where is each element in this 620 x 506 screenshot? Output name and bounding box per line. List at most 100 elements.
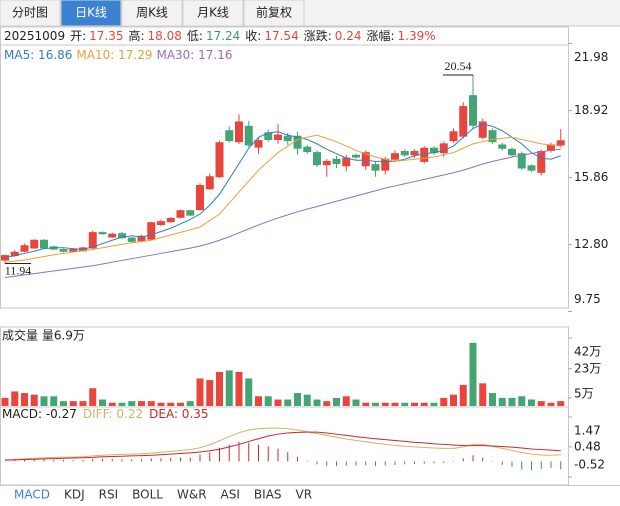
indicator-tab[interactable]: ASI: [221, 488, 240, 502]
volume-bar: [118, 402, 126, 406]
volume-bar: [479, 383, 487, 406]
volume-bar: [255, 396, 262, 406]
candle-body: [30, 239, 39, 249]
candle-body: [225, 130, 234, 142]
y-tick-label: 23万: [574, 361, 601, 375]
volume-bar: [342, 396, 350, 406]
volume-bar: [157, 402, 165, 406]
volume-bar: [420, 402, 428, 406]
indicator-tab[interactable]: BOLL: [132, 488, 163, 502]
candle-body: [322, 160, 331, 166]
field-value: 18.08: [148, 29, 182, 43]
volume-bar: [459, 384, 467, 406]
tab-label[interactable]: 前复权: [256, 5, 292, 20]
candle-body: [371, 164, 380, 171]
volume-bar: [128, 401, 136, 406]
volume-bar: [440, 397, 448, 406]
tab-label[interactable]: 分时图: [12, 6, 48, 20]
volume-bar: [557, 401, 565, 406]
tab-label[interactable]: 月K线: [197, 6, 229, 20]
volume-bar: [264, 396, 272, 406]
volume-bar: [372, 402, 379, 406]
candle-body: [137, 235, 146, 242]
annotation-label: 20.54: [445, 59, 472, 73]
y-tick-label: -0.52: [574, 458, 605, 472]
y-tick-label: 12.80: [574, 237, 608, 251]
candle-body: [196, 184, 204, 211]
volume-bar: [1, 397, 9, 406]
volume-title: 成交量 量6.9万: [2, 328, 85, 343]
candle-body: [517, 153, 526, 169]
tab[interactable]: [60, 0, 122, 27]
volume-bar: [245, 378, 253, 406]
y-tick-label: 0.48: [574, 439, 601, 453]
candle-body: [527, 165, 536, 171]
candle-body: [332, 158, 341, 165]
indicator-tab[interactable]: KDJ: [64, 488, 85, 502]
candle-body: [186, 210, 195, 216]
volume-bar: [430, 402, 438, 406]
candle-body: [410, 151, 419, 156]
field-label: 收:: [245, 29, 261, 43]
candle-body: [176, 210, 185, 218]
annotation-label: 11.94: [5, 263, 32, 277]
y-tick-label: 21.98: [574, 50, 608, 64]
candle-body: [342, 157, 351, 167]
candle-body: [98, 232, 107, 235]
volume-bar: [89, 388, 97, 406]
date: 20251009: [4, 29, 65, 43]
tab[interactable]: [121, 0, 183, 27]
tab-label[interactable]: 日K线: [75, 6, 107, 20]
candle-body: [166, 217, 175, 223]
indicator-tab[interactable]: BIAS: [254, 488, 282, 502]
volume-bar: [303, 394, 311, 406]
ma-line: [4, 134, 561, 263]
volume-bar: [40, 396, 48, 406]
volume-bar: [235, 372, 243, 406]
volume-bar: [284, 399, 292, 406]
indicator-tab[interactable]: RSI: [99, 488, 119, 502]
indicator-tab[interactable]: VR: [296, 488, 313, 502]
ma-legend-entry: MA10: 17.29: [76, 48, 152, 62]
tab[interactable]: [0, 0, 61, 27]
candle-body: [69, 248, 78, 252]
candle-body: [215, 142, 224, 178]
candle-body: [352, 154, 360, 158]
candle-body: [381, 158, 390, 171]
field-label: 涨跌:: [304, 28, 332, 43]
candle-body: [498, 144, 507, 149]
candle-body: [478, 121, 487, 138]
candle-body: [118, 233, 126, 239]
tab[interactable]: [243, 0, 305, 27]
ma-legend-entry: MA5: 16.86: [4, 48, 72, 62]
volume-bar: [323, 401, 331, 406]
macd-title-part: MACD: -0.27: [2, 407, 77, 421]
ma-legend-entry: MA30: 17.16: [156, 48, 232, 62]
volume-bar: [469, 342, 477, 406]
candle-body: [556, 140, 565, 146]
candle-body: [303, 146, 312, 153]
volume-bar: [99, 399, 106, 406]
indicator-tab[interactable]: MACD: [14, 488, 50, 502]
candle-body: [147, 222, 156, 240]
volume-bar: [225, 370, 233, 406]
volume-bar: [498, 397, 506, 406]
candle-body: [20, 245, 29, 252]
indicator-tab[interactable]: W&R: [177, 488, 207, 502]
volume-bar: [547, 402, 555, 406]
tab-label[interactable]: 周K线: [136, 6, 168, 20]
tab[interactable]: [182, 0, 244, 27]
volume-bar: [391, 402, 399, 406]
candle-body: [361, 152, 370, 167]
volume-bar: [508, 397, 516, 406]
macd-title-part: DIFF: 0.22: [83, 407, 143, 421]
candle-body: [508, 148, 516, 156]
volume-bar: [528, 399, 535, 406]
candle-body: [459, 106, 468, 137]
volume-bar: [79, 401, 87, 406]
volume-bar: [294, 393, 301, 406]
volume-bar: [352, 399, 360, 406]
volume-bar: [333, 397, 340, 406]
y-tick-label: 1.47: [574, 424, 601, 438]
